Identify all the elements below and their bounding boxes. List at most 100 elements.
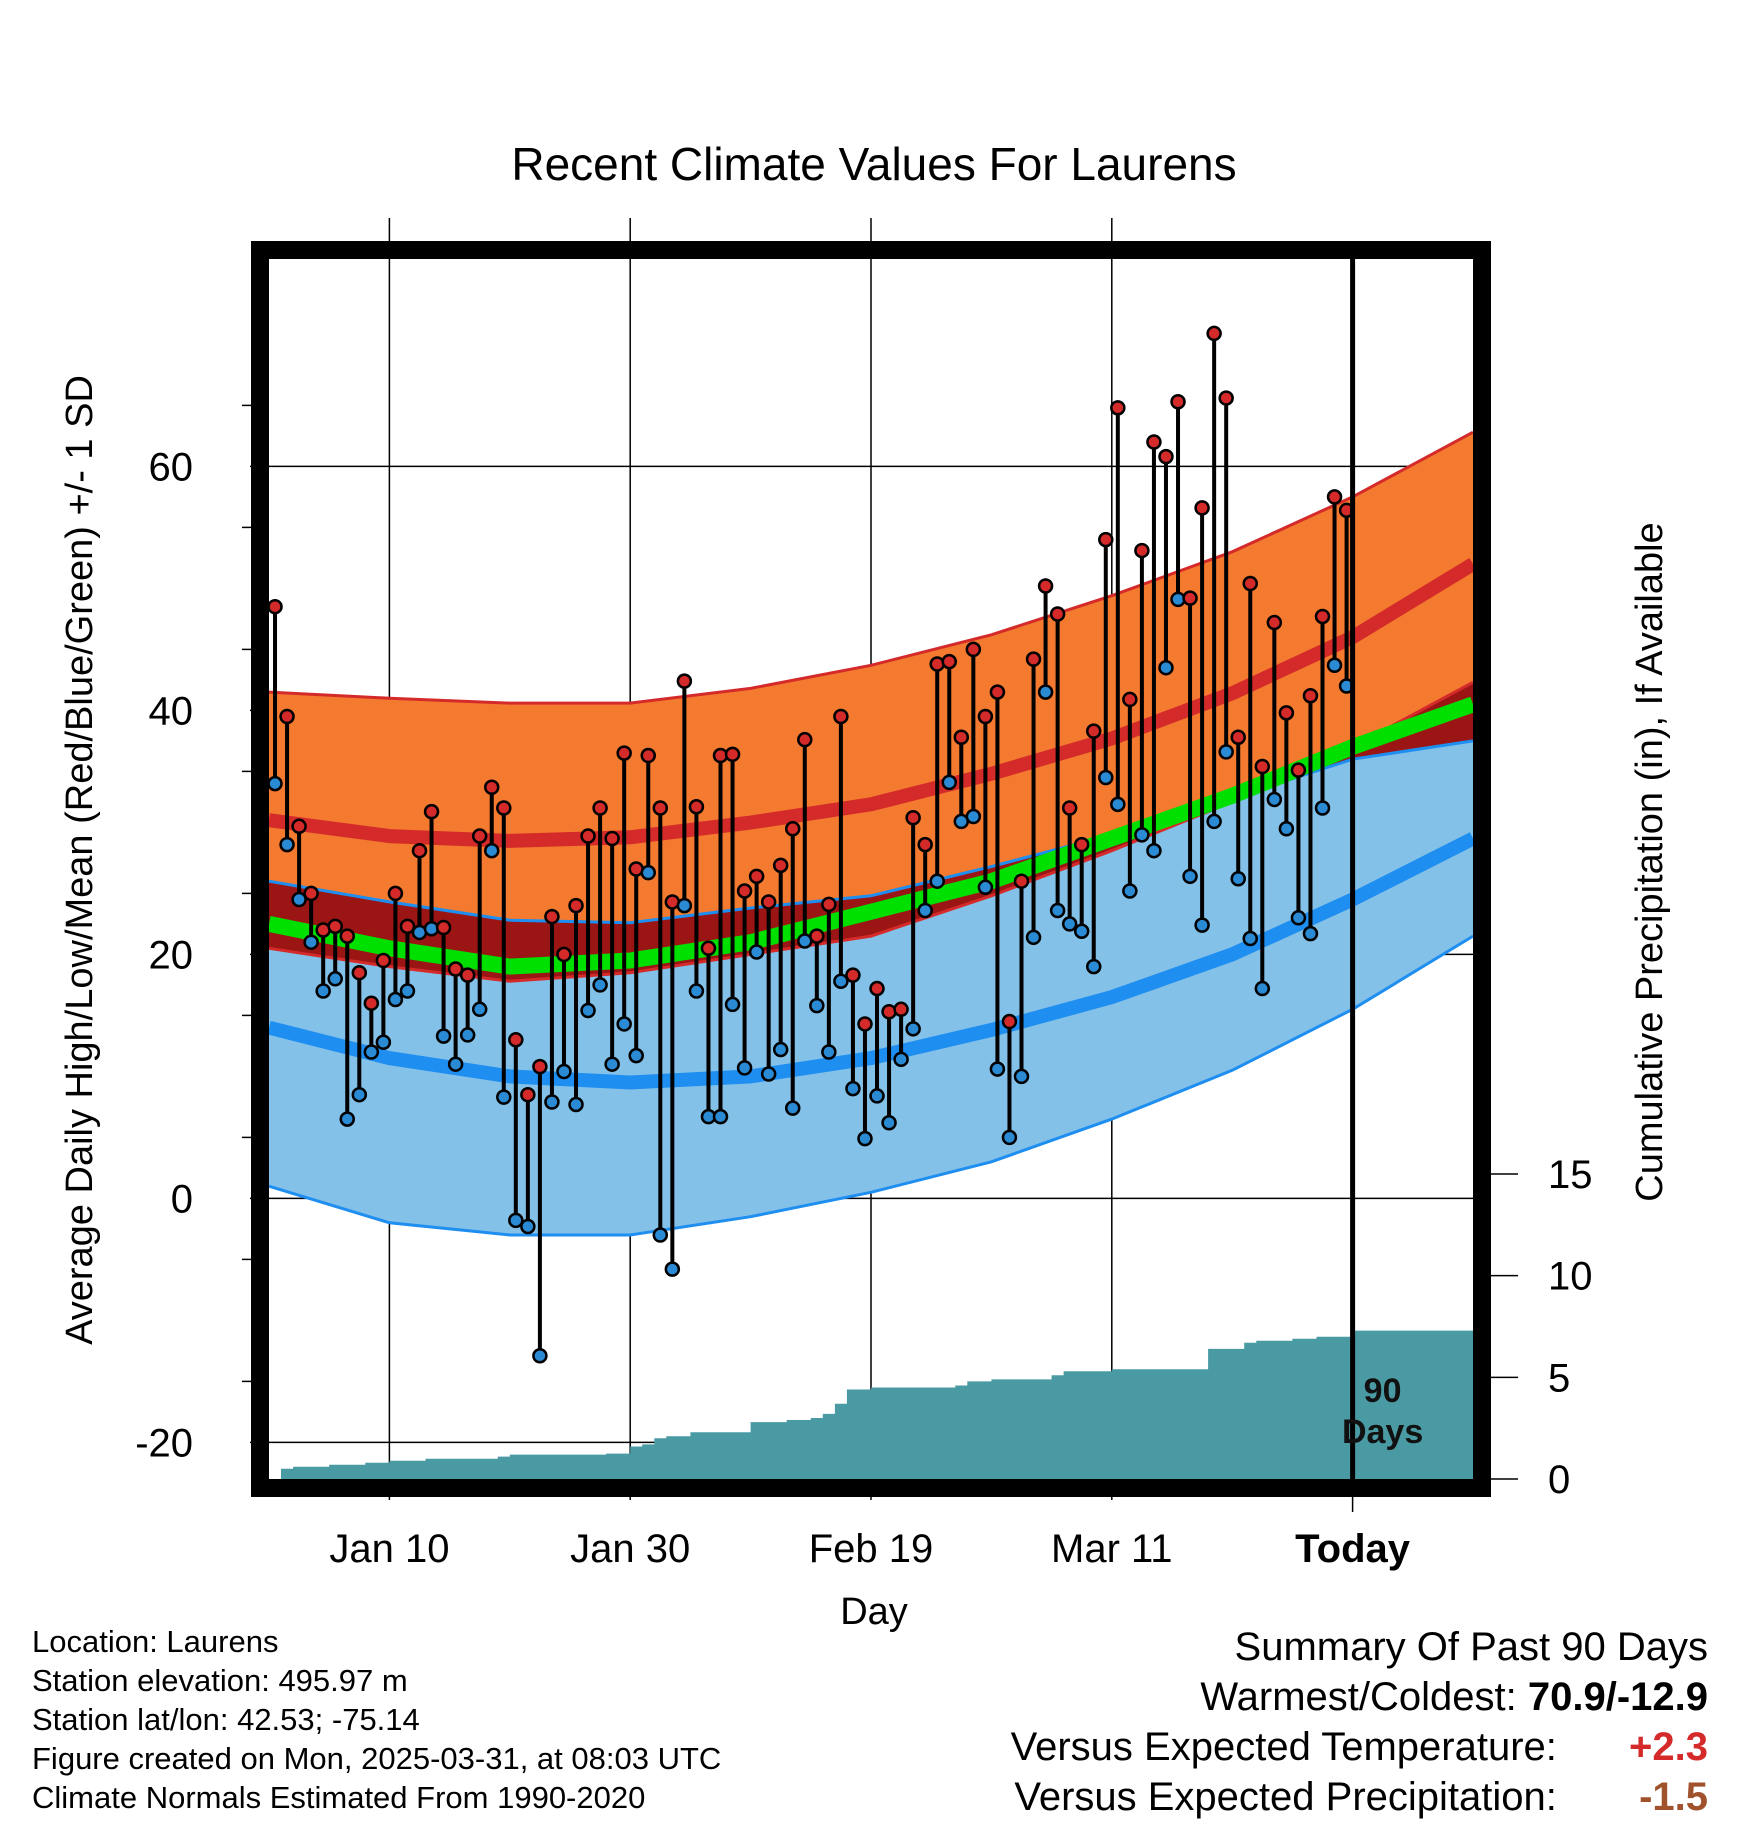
daily-high-point xyxy=(1013,873,1030,889)
normal-low-line xyxy=(267,832,1477,1090)
daily-low-point xyxy=(1290,910,1307,926)
daily-high-point xyxy=(1001,1013,1018,1030)
daily-low-point xyxy=(303,934,319,950)
daily-high-point xyxy=(1098,531,1114,548)
daily-high-point xyxy=(1314,608,1331,625)
daily-low-point xyxy=(664,1261,681,1277)
daily-high-point xyxy=(435,919,452,936)
daily-high-point xyxy=(1254,758,1271,775)
daily-high-point xyxy=(1218,390,1234,406)
y2-tick-label: 5 xyxy=(1548,1356,1570,1400)
y-tick-label: 40 xyxy=(149,689,194,733)
y2-axis-label: Cumulative Precipitation (in), If Availa… xyxy=(1629,522,1671,1201)
daily-high-point xyxy=(736,883,753,899)
y-axis-ticks: -20 0 20 40 60 xyxy=(135,404,252,1465)
daily-low-point xyxy=(736,1060,753,1076)
daily-high-point xyxy=(1085,723,1102,739)
daily-low-point xyxy=(977,879,994,896)
daily-high-point xyxy=(387,885,404,902)
daily-high-point xyxy=(327,918,343,935)
daily-high-point xyxy=(544,908,560,925)
daily-high-point xyxy=(447,961,464,977)
daily-high-point xyxy=(580,828,596,844)
daily-high-point xyxy=(1278,705,1295,721)
chart-title: Recent Climate Values For Laurens xyxy=(511,138,1236,190)
daily-low-point xyxy=(1266,791,1283,808)
daily-low-point xyxy=(327,971,343,987)
daily-low-point xyxy=(965,808,982,825)
daily-high-point xyxy=(508,1032,524,1048)
daily-low-point xyxy=(1013,1068,1030,1085)
daily-low-point xyxy=(1326,657,1343,674)
daily-low-point xyxy=(1182,868,1198,885)
daily-high-point xyxy=(760,894,777,910)
daily-high-point xyxy=(520,1086,536,1103)
daily-low-point xyxy=(1254,980,1271,997)
daily-low-point xyxy=(724,996,741,1013)
daily-low-point xyxy=(1230,871,1246,887)
daily-high-point xyxy=(459,967,476,983)
y-tick-label: -20 xyxy=(135,1421,193,1465)
daily-high-point xyxy=(1134,542,1150,559)
daily-low-point xyxy=(712,1108,729,1125)
daily-high-point xyxy=(1326,489,1343,505)
daily-high-point xyxy=(1037,578,1054,594)
daily-high-point xyxy=(869,980,885,997)
daily-low-point xyxy=(580,1002,596,1019)
daily-high-point xyxy=(857,1016,873,1032)
daily-high-point xyxy=(556,946,572,963)
days-marker-number: 90 xyxy=(1364,1372,1402,1410)
daily-high-point xyxy=(483,779,500,796)
warm-cold-label: Warmest/Coldest: xyxy=(1200,1675,1517,1719)
daily-low-point xyxy=(556,1063,572,1080)
y-axis-label: Average Daily High/Low/Mean (Red/Blue/Gr… xyxy=(59,375,101,1345)
daily-low-point xyxy=(483,842,500,859)
daily-low-point xyxy=(1001,1129,1018,1146)
daily-high-point xyxy=(1266,614,1283,631)
daily-low-point xyxy=(748,944,765,960)
daily-high-point xyxy=(604,830,620,847)
daily-high-point xyxy=(471,828,488,844)
days-marker-text: Days xyxy=(1342,1413,1423,1451)
daily-high-point xyxy=(351,964,368,981)
daily-low-point xyxy=(435,1028,452,1044)
created-text: Figure created on Mon, 2025-03-31, at 08… xyxy=(32,1741,722,1776)
daily-high-point xyxy=(267,598,283,615)
daily-high-point xyxy=(809,928,825,944)
daily-low-point xyxy=(1278,820,1295,837)
daily-high-point xyxy=(688,799,705,815)
daily-low-point xyxy=(917,902,933,919)
daily-high-point xyxy=(1049,606,1066,622)
temp-value: +2.3 xyxy=(1629,1725,1708,1769)
daily-low-point xyxy=(1122,883,1138,899)
daily-high-point xyxy=(917,836,933,853)
daily-high-point xyxy=(1073,836,1090,853)
daily-high-point xyxy=(1302,688,1319,704)
station-info: Location: Laurens Station elevation: 495… xyxy=(32,1622,721,1817)
daily-low-point xyxy=(929,873,945,889)
daily-low-point xyxy=(1134,827,1150,843)
daily-low-point xyxy=(508,1212,524,1229)
daily-high-point xyxy=(676,673,693,689)
normals-text: Climate Normals Estimated From 1990-2020 xyxy=(32,1780,646,1815)
daily-low-point xyxy=(339,1111,356,1127)
daily-low-point xyxy=(881,1115,897,1131)
daily-low-point xyxy=(1194,917,1210,933)
daily-low-point xyxy=(1037,684,1054,700)
low-lower-line xyxy=(268,934,1474,1237)
daily-low-point xyxy=(760,1066,777,1082)
daily-low-point xyxy=(568,1096,584,1113)
daily-high-point xyxy=(568,897,584,914)
daily-low-point xyxy=(1206,813,1222,830)
temp-label: Versus Expected Temperature: xyxy=(1010,1725,1557,1769)
elevation-text: Station elevation: 495.97 m xyxy=(32,1663,408,1698)
daily-low-point xyxy=(1098,769,1114,786)
y-tick-label: 20 xyxy=(149,933,194,977)
daily-high-point xyxy=(423,803,440,820)
daily-low-point xyxy=(1073,923,1090,939)
summary-title: Summary Of Past 90 Days xyxy=(1234,1625,1708,1669)
daily-low-point xyxy=(291,891,307,908)
daily-high-point xyxy=(363,995,380,1011)
daily-low-point xyxy=(857,1130,873,1147)
